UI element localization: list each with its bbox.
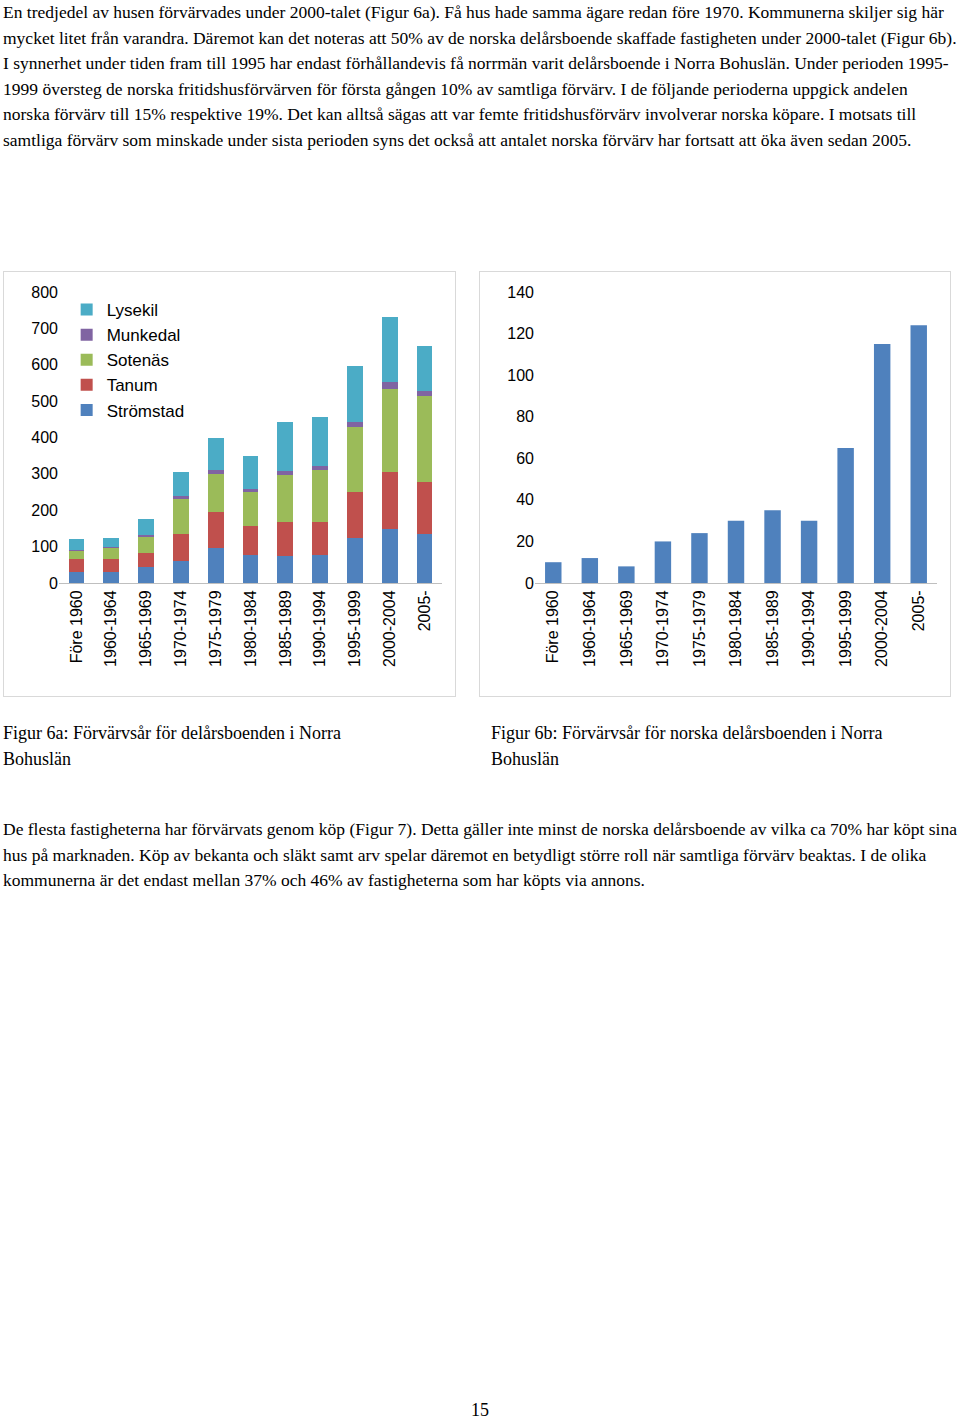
svg-text:600: 600 — [31, 356, 58, 373]
html-text:Figur 6b: Förvärvsår för norsk: Figur 6b: Förvärvsår för norska delårsbo… — [491, 723, 883, 769]
svg-text:700: 700 — [31, 320, 58, 337]
html-text:15: 15 — [471, 1400, 489, 1420]
svg-text:120: 120 — [507, 325, 534, 342]
svg-text:1985-1989: 1985-1989 — [277, 590, 294, 667]
svg-text:80: 80 — [516, 408, 534, 425]
svg-text:2000-2004: 2000-2004 — [873, 590, 890, 667]
svg-text:2000-2004: 2000-2004 — [381, 590, 398, 667]
svg-text:1990-1994: 1990-1994 — [311, 590, 328, 667]
svg-text:1960-1964: 1960-1964 — [581, 590, 598, 667]
html-text:Figur 6a: Förvärvsår för delår: Figur 6a: Förvärvsår för delårsboenden i… — [3, 723, 341, 769]
svg-text:Före 1960: Före 1960 — [544, 590, 561, 663]
svg-text:Strömstad: Strömstad — [107, 402, 184, 421]
html-text:En tredjedel av husen förvärva: En tredjedel av husen förvärvades under … — [3, 2, 957, 150]
svg-text:Lysekil: Lysekil — [107, 301, 158, 320]
svg-text:1965-1969: 1965-1969 — [137, 590, 154, 667]
svg-text:500: 500 — [31, 393, 58, 410]
svg-text:20: 20 — [516, 533, 534, 550]
svg-text:40: 40 — [516, 491, 534, 508]
svg-text:1980-1984: 1980-1984 — [727, 590, 744, 667]
svg-text:100: 100 — [507, 367, 534, 384]
svg-text:400: 400 — [31, 429, 58, 446]
svg-text:1980-1984: 1980-1984 — [242, 590, 259, 667]
svg-text:2005-: 2005- — [910, 590, 927, 631]
svg-text:Sotenäs: Sotenäs — [107, 351, 169, 370]
svg-text:1975-1979: 1975-1979 — [691, 590, 708, 667]
svg-text:1995-1999: 1995-1999 — [346, 590, 363, 667]
svg-text:Munkedal: Munkedal — [107, 326, 181, 345]
svg-text:100: 100 — [31, 538, 58, 555]
svg-text:0: 0 — [49, 575, 58, 592]
svg-text:1960-1964: 1960-1964 — [102, 590, 119, 667]
svg-text:1970-1974: 1970-1974 — [654, 590, 671, 667]
svg-text:1985-1989: 1985-1989 — [764, 590, 781, 667]
svg-text:1995-1999: 1995-1999 — [837, 590, 854, 667]
svg-text:1970-1974: 1970-1974 — [172, 590, 189, 667]
svg-text:200: 200 — [31, 502, 58, 519]
svg-text:60: 60 — [516, 450, 534, 467]
svg-text:1965-1969: 1965-1969 — [618, 590, 635, 667]
svg-text:1990-1994: 1990-1994 — [800, 590, 817, 667]
html-text:De flesta fastigheterna har fö: De flesta fastigheterna har förvärvats g… — [3, 819, 957, 891]
svg-text:800: 800 — [31, 284, 58, 301]
svg-text:140: 140 — [507, 284, 534, 301]
svg-text:300: 300 — [31, 465, 58, 482]
svg-text:Före 1960: Före 1960 — [68, 590, 85, 663]
svg-text:Tanum: Tanum — [107, 376, 158, 395]
svg-text:1975-1979: 1975-1979 — [207, 590, 224, 667]
svg-text:0: 0 — [525, 575, 534, 592]
svg-text:2005-: 2005- — [416, 590, 433, 631]
